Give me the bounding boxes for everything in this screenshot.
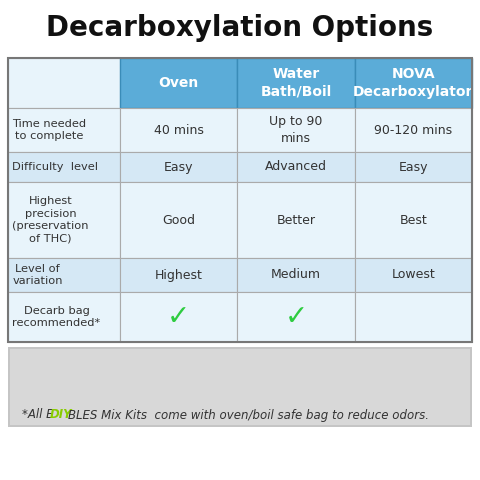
Bar bbox=[120, 182, 237, 258]
Text: ✓: ✓ bbox=[284, 303, 308, 331]
Text: Oven: Oven bbox=[158, 76, 199, 90]
Bar bbox=[237, 152, 355, 182]
Bar bbox=[237, 258, 355, 292]
Text: Better: Better bbox=[276, 214, 315, 227]
Bar bbox=[355, 182, 472, 258]
Bar bbox=[355, 152, 472, 182]
Text: Easy: Easy bbox=[398, 160, 428, 173]
Text: Level of
variation: Level of variation bbox=[12, 264, 63, 286]
Bar bbox=[355, 292, 472, 342]
Bar bbox=[237, 182, 355, 258]
Text: NOVA
Decarboxylator: NOVA Decarboxylator bbox=[353, 67, 474, 99]
Text: Decarboxylation Options: Decarboxylation Options bbox=[47, 14, 433, 42]
Text: Time needed
to complete: Time needed to complete bbox=[12, 119, 86, 141]
Bar bbox=[237, 108, 355, 152]
Bar bbox=[237, 292, 355, 342]
Bar bbox=[237, 58, 355, 108]
Text: DIY: DIY bbox=[50, 408, 72, 421]
Text: Highest: Highest bbox=[155, 268, 203, 281]
Text: ✓: ✓ bbox=[167, 303, 190, 331]
Text: Medium: Medium bbox=[271, 268, 321, 281]
Bar bbox=[120, 152, 237, 182]
Bar bbox=[8, 258, 120, 292]
Text: *All E: *All E bbox=[22, 408, 53, 421]
Text: Difficulty  level: Difficulty level bbox=[12, 162, 98, 172]
Text: 90-120 mins: 90-120 mins bbox=[374, 123, 452, 136]
Text: Water
Bath/Boil: Water Bath/Boil bbox=[260, 67, 332, 99]
Text: BLES Mix Kits  come with oven/boil safe bag to reduce odors.: BLES Mix Kits come with oven/boil safe b… bbox=[68, 408, 429, 421]
Text: Decarb bag
recommended*: Decarb bag recommended* bbox=[12, 306, 101, 328]
Bar bbox=[120, 58, 237, 108]
Bar bbox=[355, 58, 472, 108]
Bar bbox=[8, 152, 120, 182]
Bar bbox=[120, 108, 237, 152]
Text: Highest
precision
(preservation
of THC): Highest precision (preservation of THC) bbox=[12, 196, 89, 244]
Bar bbox=[8, 292, 120, 342]
Text: 40 mins: 40 mins bbox=[154, 123, 204, 136]
Bar bbox=[120, 292, 237, 342]
Text: Best: Best bbox=[399, 214, 427, 227]
Bar bbox=[120, 258, 237, 292]
Text: Good: Good bbox=[162, 214, 195, 227]
Text: Up to 90
mins: Up to 90 mins bbox=[269, 116, 323, 144]
Bar bbox=[10, 349, 470, 425]
Bar bbox=[355, 258, 472, 292]
Bar bbox=[8, 108, 120, 152]
Text: Advanced: Advanced bbox=[265, 160, 327, 173]
Bar bbox=[355, 108, 472, 152]
Bar bbox=[8, 182, 120, 258]
Bar bbox=[8, 58, 472, 342]
Bar bbox=[8, 58, 120, 108]
Text: Easy: Easy bbox=[164, 160, 193, 173]
Bar bbox=[8, 347, 472, 427]
Text: Lowest: Lowest bbox=[392, 268, 435, 281]
